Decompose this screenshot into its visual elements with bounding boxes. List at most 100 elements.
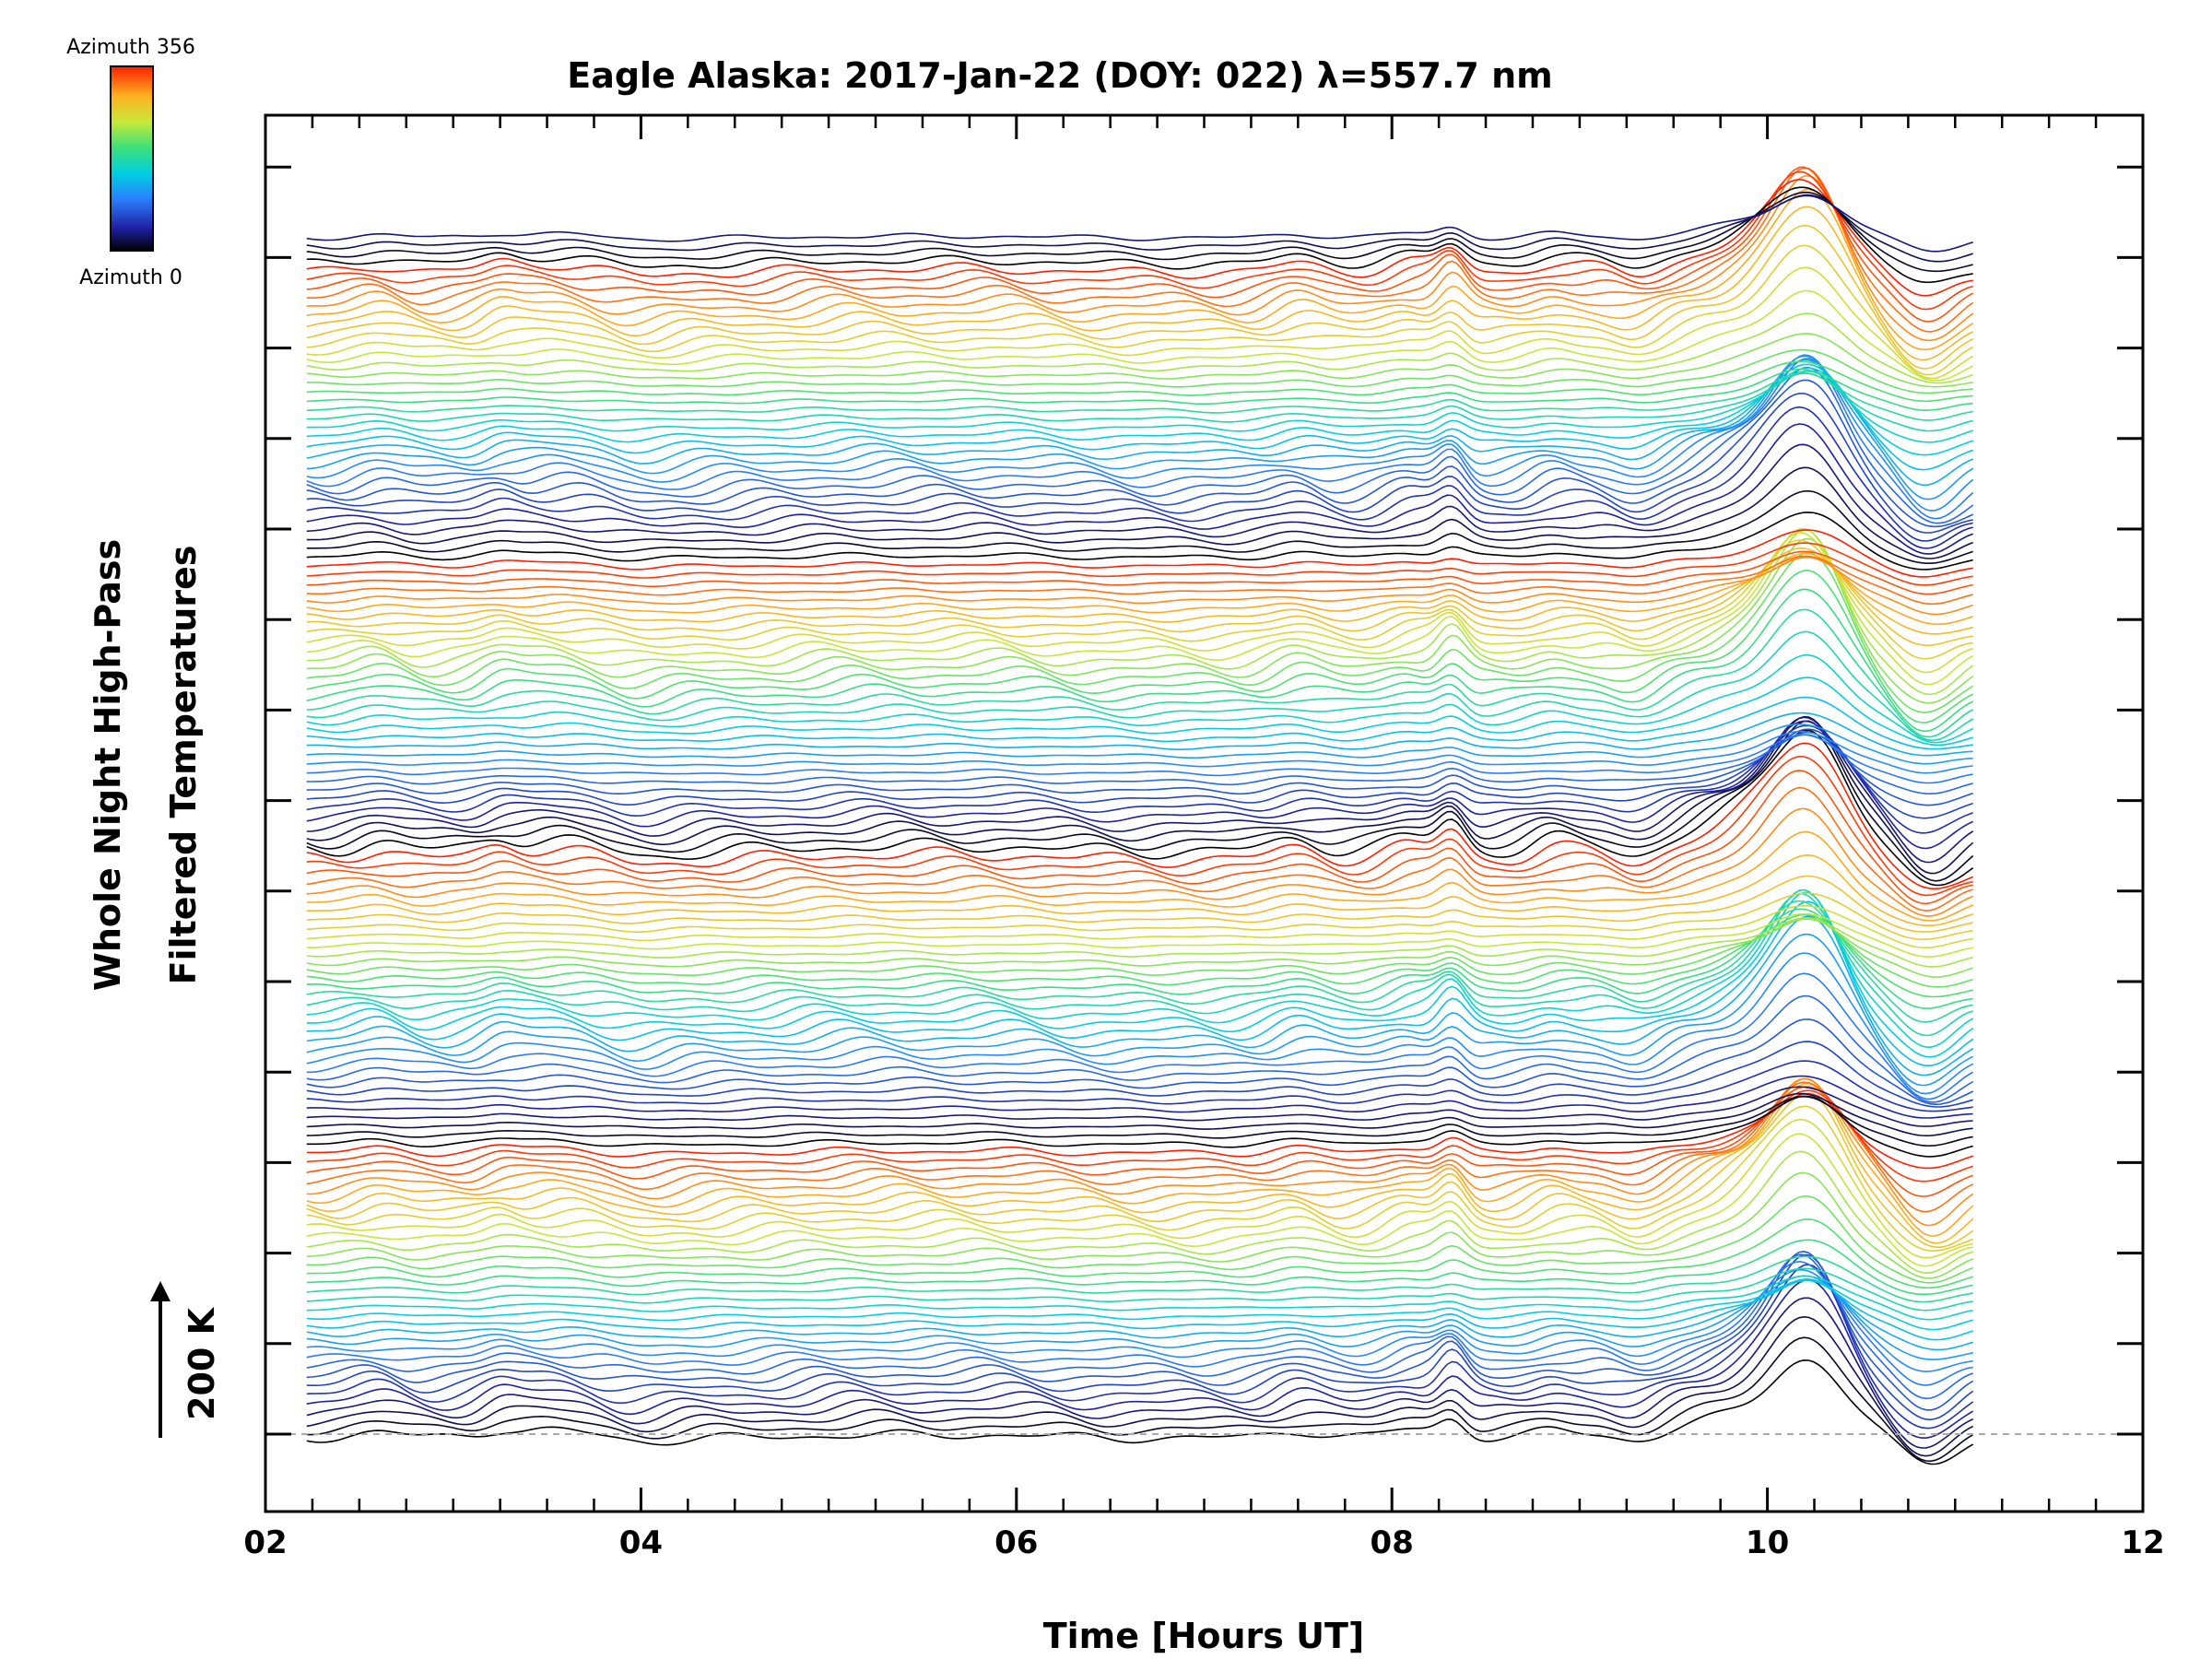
trace-line: [306, 891, 1974, 1058]
trace-line: [306, 716, 1974, 864]
trace-line: [306, 1092, 1974, 1249]
trace-line: [306, 1336, 1974, 1463]
trace-line: [306, 529, 1973, 578]
trace-line: [306, 1239, 1973, 1296]
trace-line: [306, 731, 1973, 806]
trace-line: [306, 1118, 1973, 1259]
x-tick-labels: 02 04 06 08 10 12: [243, 1524, 2164, 1561]
trace-line: [306, 178, 1973, 297]
trace-line: [306, 266, 1974, 380]
trace-line: [306, 1278, 1973, 1331]
trace-line: [306, 359, 1974, 487]
x-tick-label: 12: [2121, 1524, 2164, 1561]
trace-line: [306, 724, 1973, 834]
trace-line: [306, 244, 1974, 376]
trace-line: [306, 730, 1973, 774]
trace-line: [306, 933, 1974, 1087]
x-tick-label: 10: [1746, 1524, 1789, 1561]
trace-line: [306, 900, 1973, 1023]
trace-line: [306, 696, 1973, 750]
trace-line: [306, 188, 1974, 351]
trace-line: [306, 892, 1973, 1037]
trace-line: [306, 677, 1973, 747]
trace-line: [306, 742, 1974, 890]
trace-line: [306, 367, 1973, 456]
trace-line: [306, 512, 1973, 571]
trace-line: [306, 720, 1974, 850]
trace-line: [306, 720, 1974, 882]
trace-line: [306, 904, 1973, 949]
trace-line: [306, 423, 1973, 549]
trace-line: [306, 360, 1973, 403]
trace-line: [306, 1275, 1973, 1360]
trace-line: [306, 728, 1973, 819]
x-tick-label: 06: [994, 1524, 1038, 1561]
trace-line: [306, 368, 1973, 412]
trace-line: [306, 570, 1974, 724]
trace-group: [306, 166, 1974, 1465]
trace-line: [306, 531, 1973, 674]
trace-line: [306, 1095, 1973, 1158]
trace-line: [306, 1253, 1974, 1421]
trace-line: [306, 547, 1973, 647]
trace-line: [306, 194, 1973, 263]
trace-line: [306, 539, 1973, 660]
trace-line: [306, 1133, 1973, 1267]
x-tick-label: 08: [1371, 1524, 1414, 1561]
trace-line: [306, 1150, 1973, 1275]
y-axis-label-line2: Filtered Temperatures: [163, 546, 204, 985]
trace-line: [306, 1171, 1973, 1279]
trace-line: [306, 224, 1974, 370]
trace-line: [306, 1275, 1973, 1321]
trace-line: [306, 1018, 1974, 1106]
trace-line: [306, 734, 1973, 784]
trace-line: [306, 363, 1973, 471]
trace-line: [306, 406, 1973, 542]
trace-line: [306, 994, 1974, 1103]
trace-line: [306, 1278, 1974, 1440]
trace-line: [306, 1041, 1973, 1108]
trace-line: [306, 1297, 1974, 1449]
trace-line: [306, 786, 1973, 912]
trace-line: [306, 875, 1973, 933]
trace-line: [306, 915, 1974, 1077]
trace-line: [306, 972, 1974, 1100]
trace-line: [306, 366, 1974, 524]
trace-line: [306, 489, 1973, 564]
trace-line: [306, 1218, 1973, 1289]
scale-bar-arrow-head: [150, 1281, 171, 1301]
trace-line: [306, 1092, 1973, 1170]
trace-line: [306, 1359, 1974, 1465]
trace-line: [306, 917, 1973, 968]
trace-line: [306, 892, 1973, 940]
trace-line: [306, 770, 1973, 905]
scale-bar: 200 K: [150, 1281, 222, 1438]
trace-line: [306, 1253, 1973, 1400]
scale-bar-label: 200 K: [182, 1306, 222, 1420]
y-axis-label-line1: Whole Night High-Pass: [88, 539, 128, 991]
x-tick-label: 02: [243, 1524, 287, 1561]
trace-line: [306, 1077, 1974, 1227]
trace-line: [306, 1092, 1973, 1137]
colorbar-gradient: [110, 65, 154, 252]
trace-line: [306, 348, 1973, 394]
trace-line: [306, 371, 1973, 421]
trace-line: [306, 1267, 1973, 1312]
trace-line: [306, 379, 1974, 528]
trace-line: [306, 312, 1973, 384]
trace-line: [306, 918, 1973, 978]
trace-line: [306, 358, 1974, 520]
trace-line: [306, 807, 1973, 917]
trace-line: [306, 372, 1973, 432]
trace-line: [306, 1089, 1973, 1182]
trace-line: [306, 853, 1973, 926]
colorbar-bottom-label: Azimuth 0: [79, 266, 182, 289]
trace-line: [306, 551, 1974, 713]
trace-line: [306, 1077, 1974, 1237]
trace-line: [306, 333, 1973, 388]
chart-title: Eagle Alaska: 2017-Jan-22 (DOY: 022) λ=5…: [567, 55, 1553, 96]
trace-line: [306, 552, 1973, 635]
trace-line: [306, 755, 1973, 897]
trace-line: [306, 712, 1973, 757]
